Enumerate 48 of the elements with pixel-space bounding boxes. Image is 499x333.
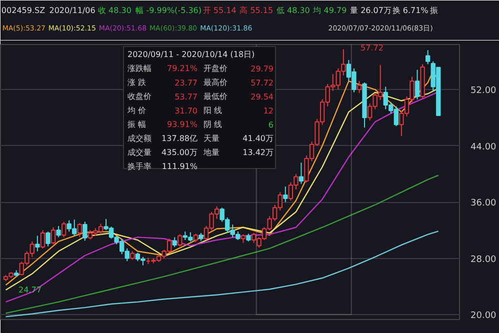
annotation: 振 幅 [128,120,146,129]
y-tick-label: 36.00 [470,198,497,209]
text: 低 48.30 [276,6,310,15]
annotation: 137.88亿 [162,134,198,143]
annotation: 435.00万 [162,148,198,157]
annotation: 29.79 [250,64,274,74]
text: 均 49.79 [312,6,347,15]
text: 高 55.15 [240,6,274,15]
text: 幅 -9.99%(-5.36) [136,6,202,15]
text: 换 6.71% [392,6,429,15]
annotation: 111.91% [162,162,198,171]
text: 002459.SZ [1,6,46,15]
annotation: 23.77 [174,78,198,88]
annotation: 天量 [204,134,220,143]
annotation: 最低价 [204,92,228,101]
annotation: 6 [268,120,274,130]
annotation: 涨 跌 [128,78,146,87]
annotation: 2020/09/11 - 2020/10/14 (18日) [128,50,255,59]
annotation: 均 价 [126,106,146,115]
annotation: 29.54 [250,92,274,102]
annotation: 成交额 [128,134,152,143]
y-tick-label: 52.00 [470,86,497,96]
annotation: 31.70 [174,106,198,116]
y-tick-label: 44.00 [470,142,497,152]
annotation: 阴 线 [204,120,222,129]
annotation: 开盘价 [204,64,228,73]
annotation: 阳 线 [204,106,222,115]
annotation: 41.40万 [242,134,274,143]
annotation: 最高价 [204,78,228,87]
annotation: 换手率 [128,162,152,171]
annotation: 53.77 [174,92,198,102]
annotation: 57.72 [360,44,384,52]
text: 量 26.07万 [350,6,392,15]
annotation: 57.72 [250,78,274,88]
annotation: 93.91% [166,120,198,129]
text: 收 48.30 [98,6,132,15]
y-tick-label: 20.00 [470,311,497,322]
text: 振 [430,6,438,15]
annotation: 地量 [202,148,220,157]
annotation: 13.42万 [242,148,274,157]
annotation: 79.21% [166,64,198,73]
annotation: 涨跌幅 [128,64,152,73]
y-tick-label: 28.00 [470,254,497,265]
annotation: 收盘价 [128,92,152,101]
annotation: 12 [263,106,274,116]
annotation: 成交量 [128,148,152,157]
text: 开 55.14 [202,6,236,15]
text: 2020/11/06 [49,6,96,15]
